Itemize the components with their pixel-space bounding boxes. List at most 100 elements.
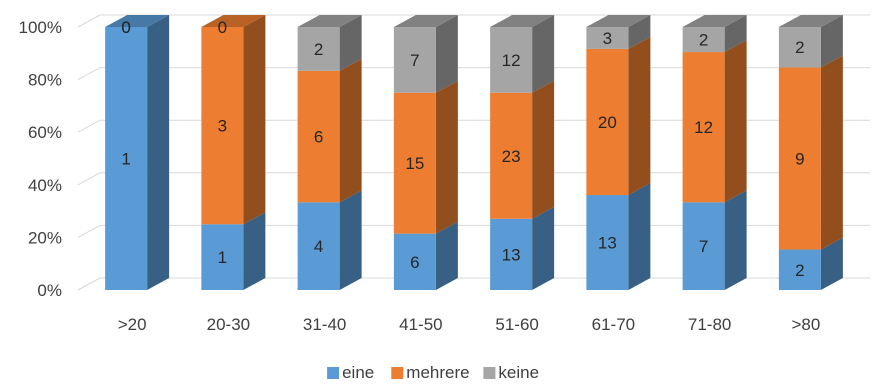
data-label-mehrere-20-30: 3 [218,117,227,136]
data-label-mehrere-61-70: 20 [598,113,617,132]
gridlines [77,14,870,291]
data-label-keine-gt80: 2 [795,38,804,57]
gridline-depth [77,277,101,291]
x-tick-label: 71-80 [688,315,731,334]
bar-side-keine-41-50 [435,15,458,93]
x-tick-label: 51-60 [495,315,538,334]
data-label-eine-71-80: 7 [699,237,708,256]
bar-side-eine-61-70 [628,183,651,290]
data-label-mehrere-51-60: 23 [502,147,521,166]
bar-eine-61-70 [586,195,629,290]
data-label-eine-31-40: 4 [314,237,323,256]
bar-top-keine-51-60 [490,15,555,27]
bar-top-keine-gt80 [778,15,843,27]
bar-eine-gt80 [778,249,821,290]
bar-top-keine-31-40 [297,15,362,27]
bar-side-keine-gt80 [820,15,843,68]
data-label-keine-61-70: 3 [603,29,612,48]
data-label-mehrere-71-80: 12 [694,118,713,137]
data-label-keine-gt20: 0 [121,18,130,37]
data-label-eine-gt20: 1 [121,150,130,169]
gridline-depth [77,119,101,133]
gridline-depth [77,67,101,81]
x-tick-label: >80 [791,315,820,334]
bar-mehrere-41-50 [393,92,436,234]
data-label-keine-51-60: 12 [502,51,521,70]
bar-side-mehrere-41-50 [435,80,458,234]
bar-side-eine-20-30 [243,212,266,290]
data-label-eine-gt80: 2 [795,261,804,280]
bar-eine-41-50 [393,233,436,290]
bar-keine-gt80 [778,27,821,68]
bar-eine-71-80 [682,202,725,290]
legend-label-mehrere: mehrere [406,363,469,382]
data-label-mehrere-31-40: 6 [314,128,323,147]
bar-side-eine-gt80 [820,237,843,290]
bar-side-mehrere-71-80 [724,40,747,203]
bar-side-eine-gt20 [147,15,170,290]
legend-label-keine: keine [498,363,539,382]
bar-keine-71-80 [682,27,725,53]
bar-side-eine-51-60 [532,206,555,290]
x-tick-label: 61-70 [592,315,635,334]
legend: eine mehrere keine [327,363,539,382]
bar-side-eine-71-80 [724,190,747,290]
bar-keine-41-50 [393,27,436,93]
bar-side-mehrere-gt80 [820,55,843,250]
bar-mehrere-51-60 [490,92,533,219]
bar-mehrere-61-70 [586,48,629,196]
bar-side-keine-71-80 [724,15,747,53]
bar-top-keine-41-50 [393,15,458,27]
bar-keine-31-40 [297,27,340,71]
x-tick-label: >20 [118,315,147,334]
data-label-mehrere-41-50: 15 [405,154,424,173]
bar-mehrere-31-40 [297,70,340,203]
bar-side-mehrere-61-70 [628,36,651,196]
bar-top-eine-gt20 [105,15,170,27]
bar-top-keine-71-80 [682,15,747,27]
gridline-depth [77,172,101,186]
y-tick-label: 60% [28,123,62,142]
bar-keine-51-60 [490,27,533,93]
data-label-keine-41-50: 7 [410,51,419,70]
y-tick-label: 40% [28,176,62,195]
y-tick-label: 0% [37,281,62,300]
bar-top-keine-61-70 [586,15,651,27]
y-tick-label: 20% [28,228,62,247]
data-label-mehrere-gt20: 0 [121,18,130,37]
gridline-depth [77,224,101,238]
bar-mehrere-gt80 [778,67,821,250]
bar-mehrere-20-30 [201,27,244,225]
legend-swatch-keine [483,367,496,379]
bar-side-keine-51-60 [532,15,555,93]
x-tick-label: 41-50 [399,315,442,334]
bar-side-mehrere-31-40 [339,58,362,203]
bar-side-eine-31-40 [339,190,362,290]
bar-mehrere-71-80 [682,52,725,203]
data-label-eine-20-30: 1 [218,248,227,267]
data-label-eine-41-50: 6 [410,253,419,272]
x-tick-label: 31-40 [303,315,346,334]
data-label-mehrere-gt80: 9 [795,150,804,169]
legend-swatch-mehrere [391,367,404,379]
bar-side-keine-61-70 [628,15,651,49]
y-tick-label: 100% [19,18,62,37]
bar-side-mehrere-20-30 [243,15,266,225]
data-label-eine-61-70: 13 [598,234,617,253]
legend-swatch-eine [327,367,340,379]
bar-keine-61-70 [586,27,629,49]
y-tick-label: 80% [28,71,62,90]
data-label-keine-31-40: 2 [314,40,323,59]
data-label-keine-20-30: 0 [218,18,227,37]
bar-side-mehrere-51-60 [532,80,555,219]
x-tick-label: 20-30 [207,315,250,334]
bar-side-eine-41-50 [435,221,458,290]
bar-eine-20-30 [201,224,244,290]
gridline-depth [77,14,101,28]
bar-eine-31-40 [297,202,340,290]
data-label-eine-51-60: 13 [502,245,521,264]
data-label-keine-71-80: 2 [699,31,708,50]
